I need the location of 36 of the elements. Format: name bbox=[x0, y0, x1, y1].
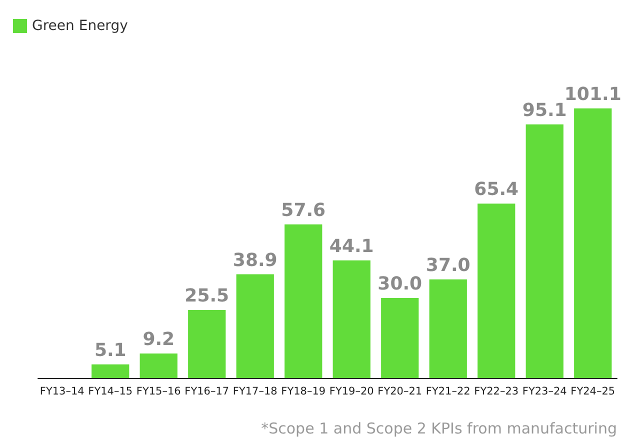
data-label: 9.2 bbox=[142, 328, 175, 350]
data-label: 57.6 bbox=[281, 200, 326, 221]
x-tick-label: FY24–25 bbox=[570, 386, 616, 398]
bar bbox=[526, 124, 564, 378]
text: *Scope 1 and Scope 2 KPIs from manufacturing bbox=[261, 420, 618, 438]
x-tick-label: FY18–19 bbox=[281, 386, 326, 398]
x-tick-label: FY21–22 bbox=[426, 386, 470, 398]
x-tick-label: FY23–24 bbox=[522, 386, 568, 398]
bar bbox=[381, 298, 419, 378]
legend-label: Green Energy bbox=[32, 18, 128, 34]
data-label: 38.9 bbox=[232, 250, 278, 271]
x-tick-label: FY17–18 bbox=[232, 386, 278, 398]
bar bbox=[429, 279, 467, 378]
data-label: 5.1 bbox=[94, 340, 126, 361]
x-tick-label: FY16–17 bbox=[184, 386, 230, 398]
data-label: 65.4 bbox=[474, 179, 519, 200]
bar bbox=[188, 310, 226, 378]
x-tick-label: FY14–15 bbox=[88, 386, 133, 398]
x-tick-label: FY20–21 bbox=[378, 386, 422, 398]
data-label: 25.5 bbox=[184, 286, 230, 306]
x-tick-label: FY13–14 bbox=[40, 386, 85, 398]
x-tick-label: FY15–16 bbox=[136, 386, 182, 398]
bar bbox=[574, 108, 612, 378]
data-label: 95.1 bbox=[522, 100, 567, 121]
bar bbox=[236, 274, 274, 378]
data-label: 37.0 bbox=[426, 254, 470, 276]
data-label: 101.1 bbox=[564, 84, 622, 105]
data-label: 44.1 bbox=[329, 236, 374, 257]
bar bbox=[140, 353, 178, 378]
data-label: 30.0 bbox=[378, 274, 422, 294]
bar bbox=[92, 364, 130, 378]
x-tick-label: FY19–20 bbox=[329, 386, 374, 398]
x-tick-label: FY22–23 bbox=[474, 386, 519, 398]
bar bbox=[478, 204, 516, 378]
bar bbox=[284, 224, 322, 378]
bar bbox=[332, 260, 370, 378]
